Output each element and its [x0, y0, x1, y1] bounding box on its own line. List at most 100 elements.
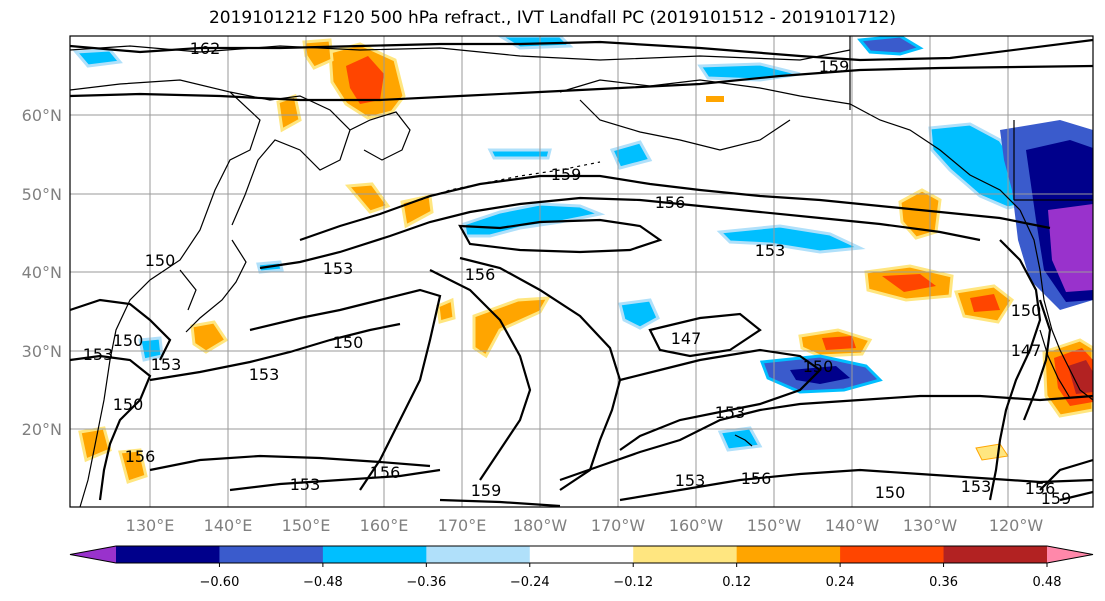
lon-label-140w: 140°W [825, 516, 880, 535]
lon-label-130w: 130°W [903, 516, 958, 535]
colorbar-extend-high [1047, 546, 1093, 563]
contour-label: 147 [1011, 341, 1042, 360]
colorbar-tick-label: −0.48 [303, 575, 343, 590]
plot-frame [69, 35, 1094, 508]
contour-label: 156 [465, 265, 496, 284]
contour-159-se [1059, 490, 1093, 502]
contour-label: 150 [113, 331, 144, 350]
shade-ep-red-4 [822, 336, 856, 350]
contour-156-east [619, 468, 1093, 502]
colorbar-segment [322, 546, 427, 563]
shade-arctic-top-3 [72, 48, 123, 68]
lon-label-180w: 180°W [513, 516, 568, 535]
colorbar-outline [69, 545, 1094, 564]
shade-baja-firebrick [1068, 360, 1093, 394]
colorbar-segment [219, 546, 324, 563]
contour-156-mid [259, 196, 981, 270]
contour-label: 153 [961, 477, 992, 496]
shade-tropic-navy-core [790, 366, 850, 384]
contour-150-east [619, 348, 822, 451]
shade-aleut-blue-2 [487, 148, 552, 160]
contour-label: 150 [333, 333, 364, 352]
contour-label: 150 [113, 395, 144, 414]
contour-label: 153 [323, 259, 354, 278]
shade-aleut-blue-3 [609, 140, 653, 170]
lat-label-60n: 60°N [22, 106, 62, 125]
contour-label: 156 [1025, 479, 1056, 498]
contour-159-mid [299, 174, 1051, 242]
lon-label-170e: 170°E [438, 516, 487, 535]
contour-label: 150 [145, 251, 176, 270]
lon-label-150e: 150°E [282, 516, 331, 535]
lon-label-160e: 160°E [360, 516, 409, 535]
contour-159-north [70, 64, 1093, 102]
graticule [70, 36, 1093, 507]
coast-kamchatka [349, 111, 411, 161]
lat-label-30n: 30°N [22, 342, 62, 361]
colorbar-segment [116, 546, 220, 563]
colorbar-tick-label: −0.60 [200, 575, 240, 590]
shade-midpac-blue [618, 298, 660, 330]
contour-label: 156 [125, 447, 156, 466]
colorbar-segment [426, 546, 531, 563]
contour-label: 150 [803, 357, 834, 376]
contour-153-east [559, 394, 1093, 482]
shade-sw-orange [118, 448, 148, 484]
colorbar-tick-label: −0.24 [510, 575, 550, 590]
colorbar-tick-label: −0.36 [406, 575, 446, 590]
contour-label-layer: 162 159 159 156 153 156 153 150 147 150 … [83, 39, 1072, 508]
shade-kamchatka-core [346, 56, 384, 104]
colorbar-segment [840, 546, 945, 563]
contour-162 [70, 38, 1093, 62]
colorbar-segment [529, 546, 634, 563]
contour-label: 153 [675, 471, 706, 490]
colorbar-tick-label: 0.48 [1033, 575, 1062, 590]
shade-aleut-blue-4 [716, 224, 866, 254]
contour-label: 150 [875, 483, 906, 502]
colorbar-tick-label: 0.24 [826, 575, 855, 590]
contour-156-trough [459, 256, 622, 491]
colorbar-segment [736, 546, 841, 563]
contour-156-se [1039, 458, 1093, 491]
contour-label: 153 [715, 403, 746, 422]
contour-153-loop [458, 218, 663, 254]
contour-159-south [439, 498, 561, 507]
colorbar-tick-label: 0.12 [722, 575, 751, 590]
shade-dateline-orange-2 [436, 297, 456, 324]
coast-japan [185, 239, 247, 333]
contour-label: 162 [190, 39, 221, 58]
latitude-labels: 60°N 50°N 40°N 30°N 20°N [22, 106, 62, 439]
contour-153-south [229, 468, 441, 492]
longitude-labels: 130°E 140°E 150°E 160°E 170°E 180°W 170°… [126, 516, 1044, 535]
contour-153-sw [70, 298, 172, 361]
colorbar-extend-low [70, 546, 116, 563]
colorbar: −0.60 −0.48 −0.36 −0.24 −0.12 0.12 0.24 0.36 0.4… [69, 545, 1094, 590]
contour-label: 159 [471, 481, 502, 500]
contour-label: 153 [249, 365, 280, 384]
contour-label: 153 [151, 355, 182, 374]
contour-label: 156 [655, 193, 686, 212]
lon-label-170w: 170°W [591, 516, 646, 535]
lon-label-160w: 160°W [669, 516, 724, 535]
shade-arctic-navy [857, 36, 924, 56]
lon-label-140e: 140°E [204, 516, 253, 535]
contour-label: 153 [755, 241, 786, 260]
contour-150-sw [70, 354, 152, 501]
shade-nw-us-purple [1048, 204, 1093, 292]
contour-147-ne [1022, 299, 1052, 421]
contour-150-ne [988, 239, 1042, 501]
contour-150-west [249, 288, 442, 491]
colorbar-segment [943, 546, 1048, 563]
lon-label-120w: 120°W [989, 516, 1044, 535]
coast-okhotsk [229, 91, 351, 226]
colorbar-tick-label: 0.36 [929, 575, 958, 590]
colorbar-segment [633, 546, 738, 563]
lat-label-50n: 50°N [22, 185, 62, 204]
contour-label: 153 [83, 345, 114, 364]
coast-asia [70, 79, 261, 507]
contour-156-south [149, 454, 431, 472]
contour-153-west [149, 322, 401, 382]
map-title: 2019101212 F120 500 hPa refract., IVT La… [208, 8, 896, 28]
colorbar-tick-label: −0.12 [613, 575, 653, 590]
